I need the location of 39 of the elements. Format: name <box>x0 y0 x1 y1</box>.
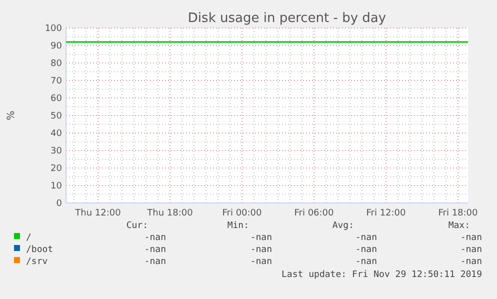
x-tick-label: Thu 12:00 <box>74 208 122 218</box>
text: -nan <box>250 233 272 243</box>
text: -nan <box>144 233 166 243</box>
text: -nan <box>460 245 482 255</box>
y-tick-label: 70 <box>50 76 62 86</box>
text: -nan <box>355 245 377 255</box>
y-tick-label: 100 <box>44 24 62 34</box>
text: Max: <box>448 221 470 231</box>
y-tick-label: 60 <box>50 94 62 104</box>
text: Avg: <box>332 221 354 231</box>
legend-label: /boot <box>26 245 54 255</box>
text: -nan <box>460 233 482 243</box>
y-axis-title: % <box>6 110 17 120</box>
y-tick-label: 40 <box>50 128 62 139</box>
y-tick-label: 0 <box>56 198 62 209</box>
y-tick-label: 30 <box>50 146 62 156</box>
text: -nan <box>355 233 377 243</box>
y-tick-label: 10 <box>50 181 62 192</box>
chart-title: Disk usage in percent - by day <box>188 11 386 26</box>
text: Min: <box>227 221 249 231</box>
text: -nan <box>355 257 377 267</box>
text: Cur: <box>126 221 148 231</box>
y-tick-label: 90 <box>50 41 62 52</box>
x-tick-label: Fri 06:00 <box>294 208 334 218</box>
legend-label: / <box>26 233 32 243</box>
x-tick-label: Fri 18:00 <box>438 208 478 218</box>
x-tick-label: Fri 00:00 <box>222 208 262 218</box>
text: -nan <box>460 257 482 267</box>
y-tick-label: 50 <box>50 111 62 122</box>
text: -nan <box>250 257 272 267</box>
y-tick-label: 20 <box>50 164 62 174</box>
text: Last update: Fri Nov 29 12:50:11 2019 <box>282 270 482 280</box>
text: -nan <box>250 245 272 255</box>
legend-label: /srv <box>26 257 48 267</box>
x-tick-label: Fri 12:00 <box>366 208 406 218</box>
text: -nan <box>144 245 166 255</box>
y-tick-label: 80 <box>50 58 62 69</box>
text: -nan <box>144 257 166 267</box>
x-tick-label: Thu 18:00 <box>146 208 194 218</box>
